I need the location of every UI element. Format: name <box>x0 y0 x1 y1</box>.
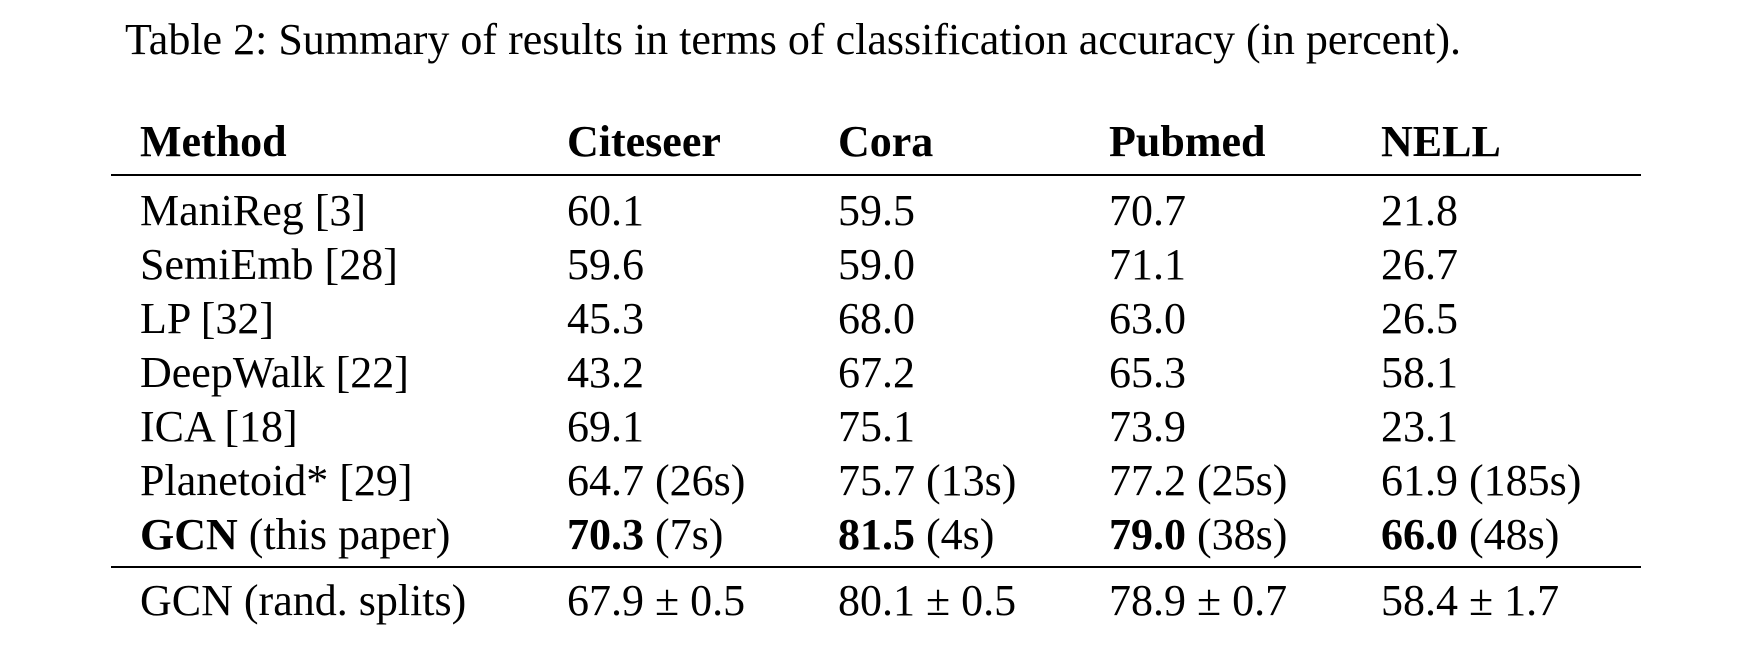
cora-cell: 68.0 <box>838 294 915 343</box>
nell-cell: 26.7 <box>1381 240 1458 289</box>
method-cell: ICA [18] <box>140 402 298 451</box>
nell-cell: 61.9 (185s) <box>1381 456 1582 505</box>
header-citeseer: Citeseer <box>567 117 721 166</box>
nell-cell: 58.4 ± 1.7 <box>1381 576 1560 625</box>
footer-rule <box>111 566 1641 568</box>
table-row: Planetoid* [29] 64.7 (26s) 75.7 (13s) 77… <box>111 454 1641 508</box>
method-cell: GCN (rand. splits) <box>140 576 467 625</box>
cora-cell: 67.2 <box>838 348 915 397</box>
cora-cell: 59.0 <box>838 240 915 289</box>
citeseer-cell: 64.7 (26s) <box>567 456 746 505</box>
method-cell: DeepWalk [22] <box>140 348 409 397</box>
table-caption: Table 2: Summary of results in terms of … <box>125 15 1462 64</box>
cora-cell: 75.7 (13s) <box>838 456 1017 505</box>
header-rule <box>111 174 1641 176</box>
nell-cell: 26.5 <box>1381 294 1458 343</box>
table-row: LP [32] 45.3 68.0 63.0 26.5 <box>111 292 1641 346</box>
nell-cell: 21.8 <box>1381 186 1458 235</box>
table-header-row: Method Citeseer Cora Pubmed NELL <box>111 110 1641 174</box>
table-row: DeepWalk [22] 43.2 67.2 65.3 58.1 <box>111 346 1641 400</box>
pubmed-cell: 70.7 <box>1109 186 1186 235</box>
nell-cell: 58.1 <box>1381 348 1458 397</box>
citeseer-cell: 45.3 <box>567 294 644 343</box>
table-row: ICA [18] 69.1 75.1 73.9 23.1 <box>111 400 1641 454</box>
method-cell: ManiReg [3] <box>140 186 367 235</box>
method-cell: LP [32] <box>140 294 275 343</box>
cora-cell: 80.1 ± 0.5 <box>838 576 1017 625</box>
table-row-rand-splits: GCN (rand. splits) 67.9 ± 0.5 80.1 ± 0.5… <box>111 574 1641 628</box>
nell-cell: 66.0 (48s) <box>1381 510 1560 559</box>
pubmed-cell: 78.9 ± 0.7 <box>1109 576 1288 625</box>
header-pubmed: Pubmed <box>1109 117 1266 166</box>
results-table: Method Citeseer Cora Pubmed NELL ManiReg… <box>111 110 1641 628</box>
pubmed-cell: 63.0 <box>1109 294 1186 343</box>
header-method: Method <box>140 117 287 166</box>
table-row: ManiReg [3] 60.1 59.5 70.7 21.8 <box>111 184 1641 238</box>
pubmed-cell: 77.2 (25s) <box>1109 456 1288 505</box>
citeseer-cell: 59.6 <box>567 240 644 289</box>
cora-cell: 59.5 <box>838 186 915 235</box>
cora-cell: 81.5 (4s) <box>838 510 995 559</box>
table-row: SemiEmb [28] 59.6 59.0 71.1 26.7 <box>111 238 1641 292</box>
nell-cell: 23.1 <box>1381 402 1458 451</box>
citeseer-cell: 67.9 ± 0.5 <box>567 576 746 625</box>
citeseer-cell: 43.2 <box>567 348 644 397</box>
citeseer-cell: 60.1 <box>567 186 644 235</box>
method-cell: Planetoid* [29] <box>140 456 413 505</box>
pubmed-cell: 79.0 (38s) <box>1109 510 1288 559</box>
method-cell: SemiEmb [28] <box>140 240 398 289</box>
header-nell: NELL <box>1381 117 1501 166</box>
method-cell: GCN (this paper) <box>140 510 451 559</box>
header-cora: Cora <box>838 117 934 166</box>
citeseer-cell: 70.3 (7s) <box>567 510 724 559</box>
pubmed-cell: 73.9 <box>1109 402 1186 451</box>
pubmed-cell: 71.1 <box>1109 240 1186 289</box>
cora-cell: 75.1 <box>838 402 915 451</box>
citeseer-cell: 69.1 <box>567 402 644 451</box>
pubmed-cell: 65.3 <box>1109 348 1186 397</box>
table-row-gcn: GCN (this paper) 70.3 (7s) 81.5 (4s) 79.… <box>111 508 1641 562</box>
